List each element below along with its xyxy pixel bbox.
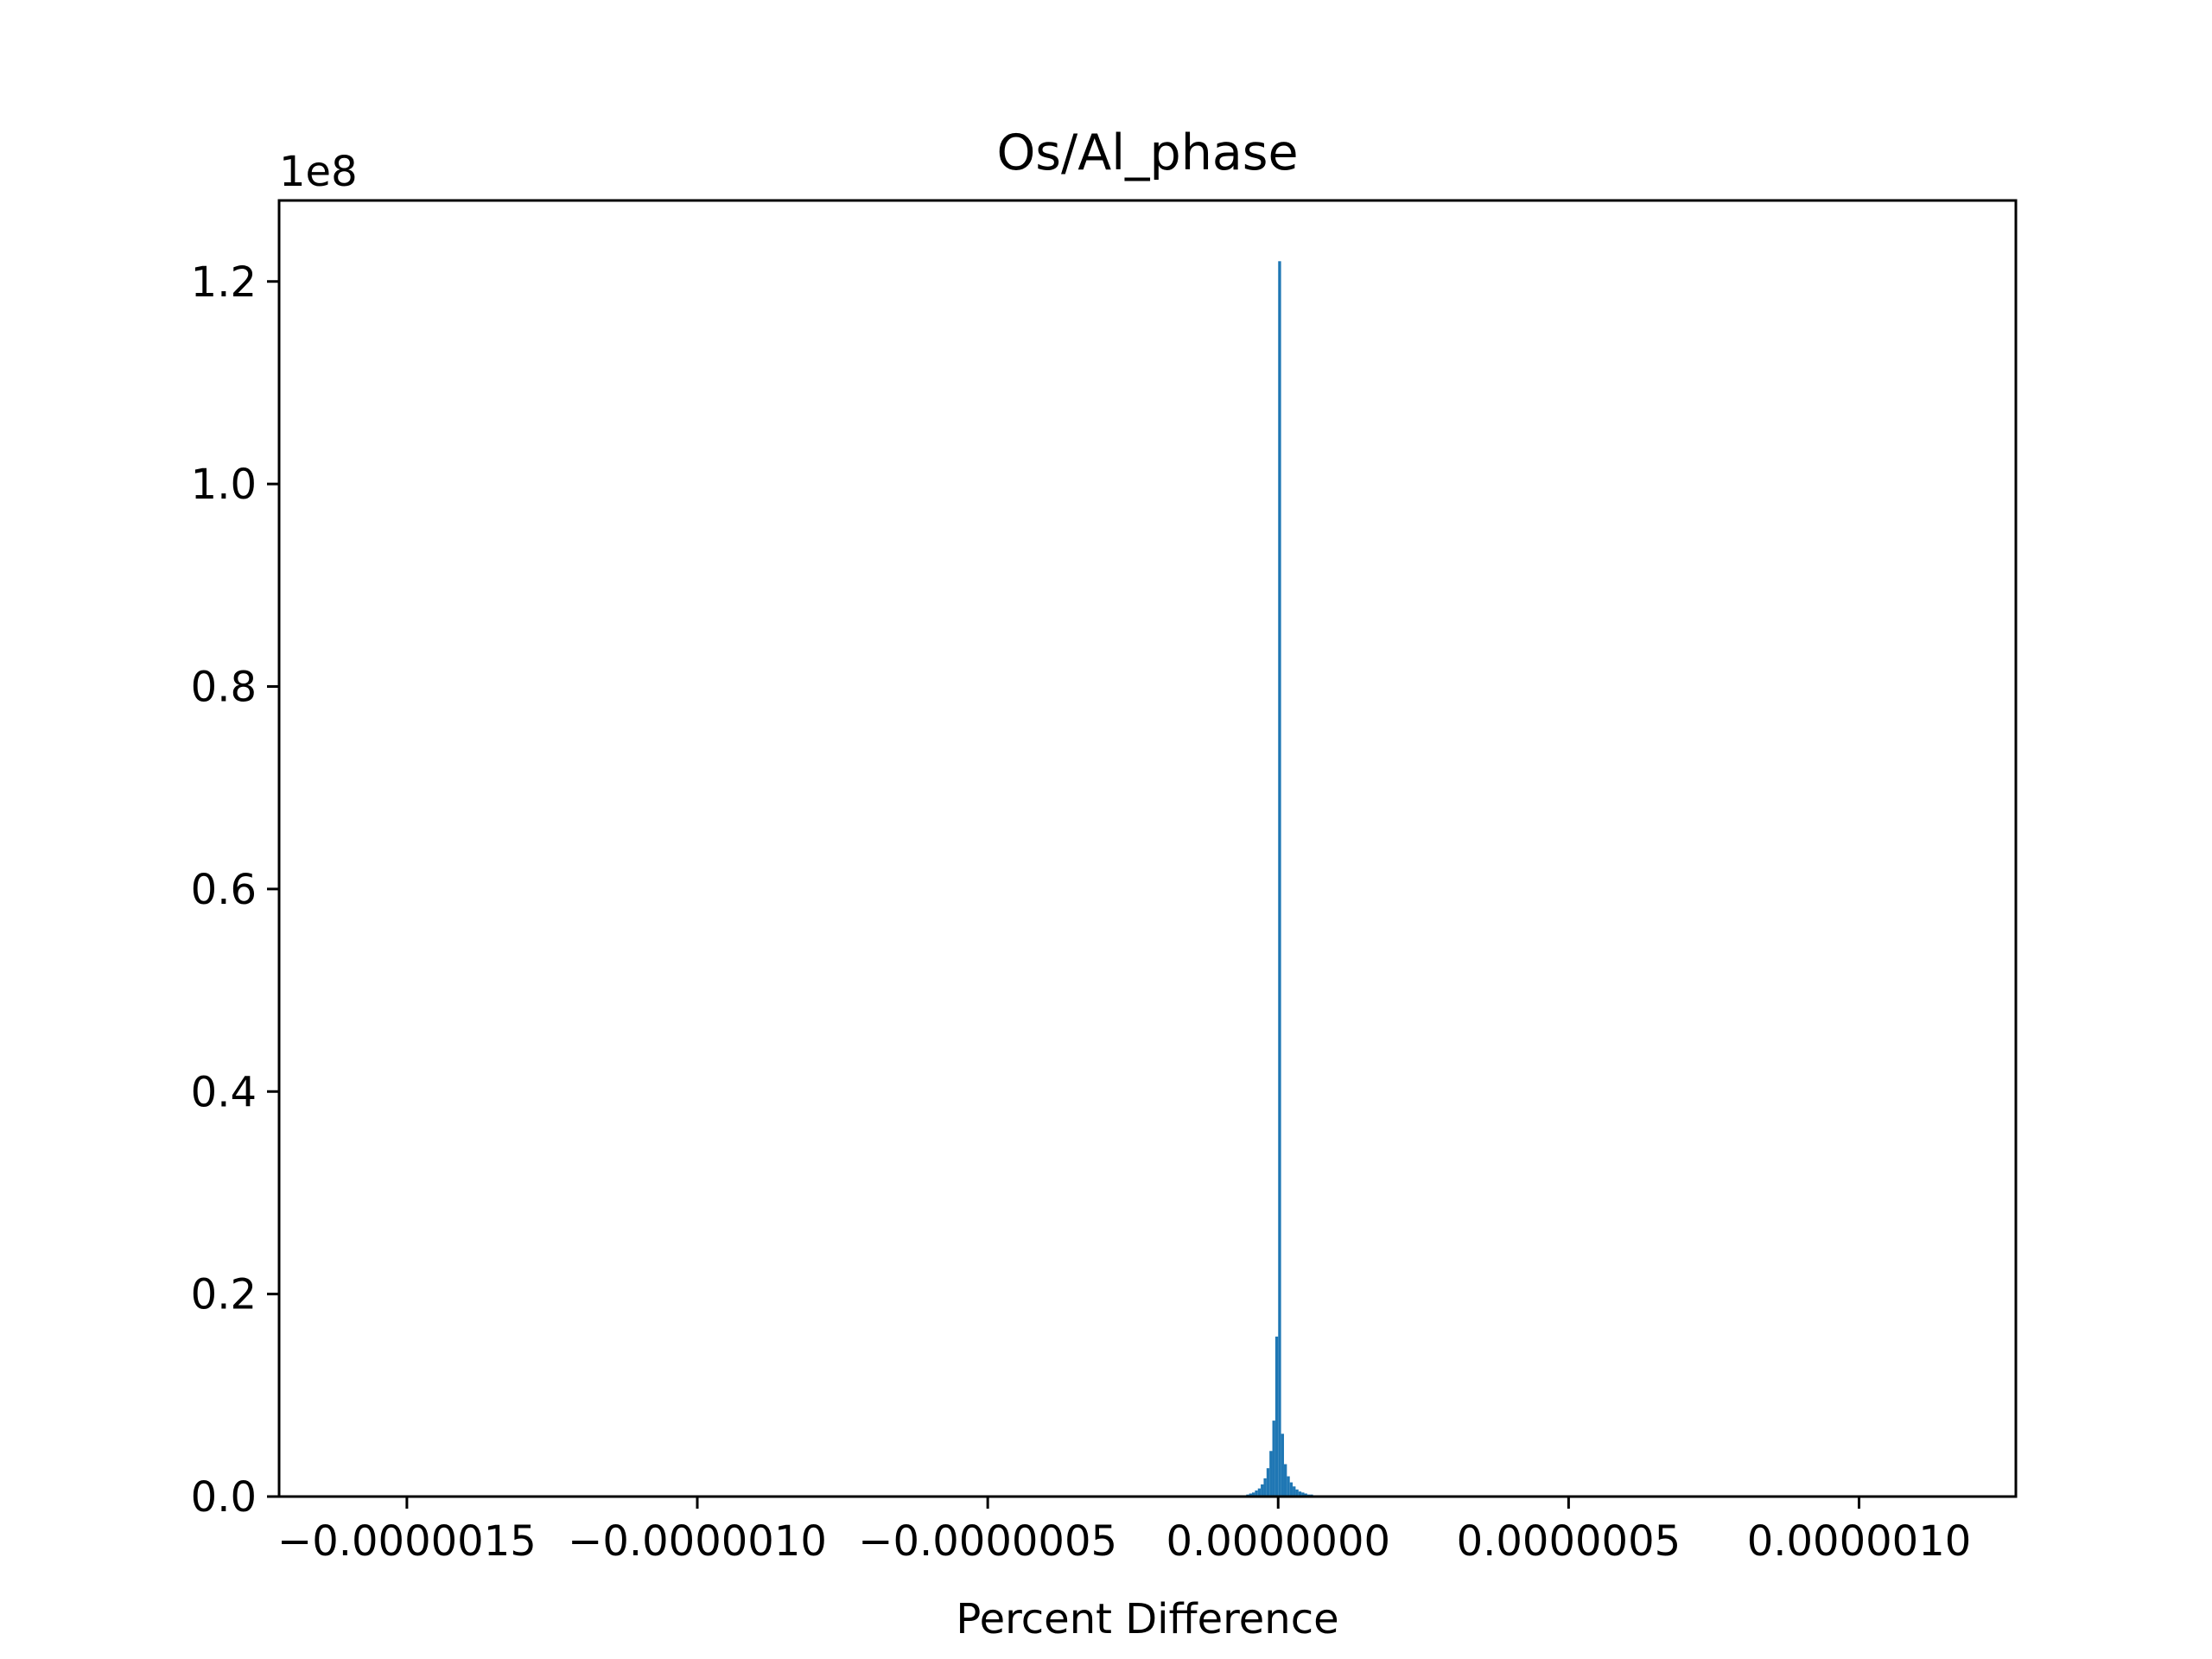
chart-title: Os/Al_phase [996,124,1298,181]
histogram-bar [1293,1486,1296,1497]
histogram-bar [1257,1488,1262,1497]
histogram-bar [1274,1336,1279,1497]
histogram-bar [1261,1484,1264,1497]
y-tick-label: 0.6 [191,866,257,914]
histogram-bar [1278,261,1281,1497]
x-axis-label: Percent Difference [956,1595,1338,1643]
histogram-bar [1289,1482,1294,1497]
plot-frame [277,199,2018,1498]
y-tick-label: 0.8 [191,664,257,712]
histogram-bar [1298,1491,1302,1497]
histogram-bar [1304,1493,1307,1497]
histogram-bar [1266,1468,1270,1497]
histogram-bars [1246,261,1319,1497]
y-tick-label: 0.2 [191,1271,257,1319]
histogram-bar [1249,1493,1252,1497]
x-tick-label: 0.0000000 [1166,1517,1390,1566]
y-tick-label: 0.4 [191,1068,257,1116]
y-axis: 0.0 0.2 0.4 0.6 0.8 1.0 1.2 [191,258,279,1522]
x-tick-label: 0.0000010 [1747,1517,1972,1566]
histogram-bar [1287,1476,1290,1497]
y-tick-label: 1.2 [191,258,257,307]
y-tick-label: 0.0 [191,1473,257,1522]
histogram-bar [1272,1421,1275,1497]
histogram-bar [1252,1492,1255,1497]
x-tick-label: −0.0000005 [858,1517,1117,1566]
histogram-bar [1263,1478,1267,1497]
histogram-bar [1283,1464,1287,1497]
y-axis-offset-label: 1e8 [279,148,358,196]
histogram-bar [1295,1489,1299,1497]
histogram-bar [1255,1490,1258,1497]
histogram-bar [1269,1451,1273,1497]
x-axis: −0.0000015 −0.0000010 −0.0000005 0.0000000 0… [277,1497,1971,1566]
x-tick-label: 0.0000005 [1457,1517,1681,1566]
x-tick-label: −0.0000015 [277,1517,537,1566]
histogram-bar [1281,1433,1284,1497]
x-tick-label: −0.0000010 [568,1517,827,1566]
histogram-bar [1301,1492,1305,1497]
y-tick-label: 1.0 [191,461,257,509]
